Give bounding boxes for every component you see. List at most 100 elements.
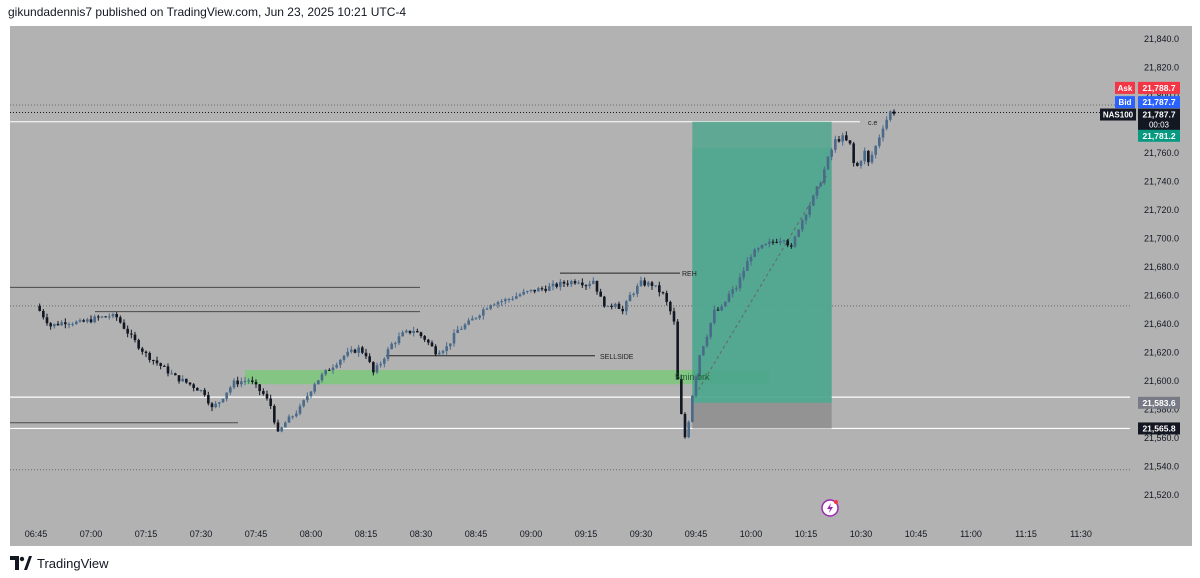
- price-axis-label: 21,680.0: [1144, 262, 1179, 272]
- candle-body: [742, 270, 745, 278]
- candle-body: [702, 346, 705, 356]
- candle-body: [192, 384, 195, 388]
- candle-body: [203, 389, 206, 396]
- last-price-value: 21,787.7: [1142, 110, 1175, 120]
- candle-body: [280, 427, 283, 432]
- last-price-tag: NAS100 21,787.700:03: [1100, 108, 1180, 131]
- price-axis-label: 21,600.0: [1144, 376, 1179, 386]
- bid-tag-bg: [1138, 96, 1180, 109]
- price-axis-label: 21,820.0: [1144, 63, 1179, 73]
- candle-body: [570, 281, 573, 285]
- candle-body: [485, 308, 489, 310]
- time-axis-label: 07:15: [135, 529, 158, 539]
- candle-body: [130, 333, 133, 335]
- position-stop-zone[interactable]: [692, 402, 832, 429]
- candle-body: [430, 342, 434, 347]
- candle-body: [240, 381, 243, 385]
- candle-body: [119, 317, 122, 323]
- price-axis-label: 21,800.0: [1144, 91, 1179, 101]
- candle-body: [705, 336, 709, 347]
- candle-body: [383, 358, 386, 364]
- candle-body: [544, 288, 547, 291]
- candle-body: [397, 336, 401, 344]
- lightning-bolt-icon[interactable]: [821, 499, 839, 517]
- candle-body: [350, 349, 353, 352]
- time-axis-label: 09:00: [520, 529, 543, 539]
- candle-body: [258, 384, 261, 392]
- candle-body: [445, 346, 448, 351]
- candle-body: [108, 316, 111, 318]
- tradingview-logo[interactable]: TradingView: [10, 554, 109, 572]
- candle-body: [698, 355, 701, 377]
- candle-body: [636, 285, 639, 294]
- candle-body: [313, 384, 316, 392]
- candle-body: [518, 294, 522, 297]
- candle-body: [408, 330, 412, 334]
- candle-body: [386, 349, 390, 359]
- candle-body: [526, 291, 529, 293]
- candle-body: [478, 315, 481, 318]
- price-chart[interactable]: REH SELLSIDE 5min brk c.e 21,840.0 21,820.0 2…: [10, 26, 1192, 546]
- candle-body: [760, 245, 764, 249]
- last-price-bg: [1138, 108, 1180, 131]
- ask-tag: Ask 21,788.7: [1115, 81, 1180, 94]
- candle-body: [808, 205, 811, 215]
- brand-name: TradingView: [37, 555, 109, 571]
- candle-body: [870, 154, 874, 163]
- candle-body: [100, 316, 104, 318]
- candle-body: [856, 162, 859, 166]
- breakout-zone[interactable]: [245, 370, 770, 385]
- tradingview-logo-icon: [10, 556, 32, 570]
- candle-body: [683, 413, 687, 438]
- candle-body: [606, 305, 610, 307]
- time-axis-label: 09:45: [685, 529, 708, 539]
- candle-body: [892, 111, 896, 114]
- candle-body: [471, 318, 474, 321]
- candle-body: [291, 416, 294, 418]
- candle-body: [738, 277, 742, 289]
- price-axis-label: 21,560.0: [1144, 433, 1179, 443]
- time-axis-label: 11:15: [1015, 529, 1037, 539]
- candle-body: [144, 351, 148, 353]
- candle-body: [460, 328, 463, 330]
- candle-body: [595, 280, 599, 292]
- candle-body: [837, 139, 841, 142]
- bar-countdown: 00:03: [1149, 121, 1170, 130]
- time-axis-label: 10:45: [905, 529, 928, 539]
- stop-price-tag: 21,565.8: [1138, 422, 1180, 435]
- candle-body: [768, 241, 771, 244]
- candle-body: [746, 261, 749, 271]
- candle-body: [441, 350, 445, 353]
- bid-tag-label-bg: [1115, 96, 1135, 109]
- candle-body: [342, 355, 346, 360]
- ask-tag-bg: [1138, 81, 1180, 94]
- candle-body: [163, 365, 166, 367]
- candle-body: [42, 310, 45, 318]
- candle-body: [302, 400, 305, 407]
- time-axis-label: 08:30: [410, 529, 433, 539]
- candle-body: [841, 135, 844, 142]
- candle-body: [221, 398, 225, 403]
- candle-body: [379, 363, 382, 366]
- chart-area[interactable]: REH SELLSIDE 5min brk c.e 21,840.0 21,820.0 2…: [10, 26, 1192, 546]
- candle-body: [713, 309, 716, 323]
- candle-body: [324, 369, 327, 375]
- candle-body: [78, 320, 82, 322]
- candle-body: [489, 305, 492, 309]
- candle-body: [676, 321, 679, 379]
- ce-label: c.e: [868, 120, 877, 127]
- candle-body: [515, 296, 518, 299]
- candle-body: [859, 161, 863, 166]
- candle-body: [452, 333, 456, 344]
- candle-body: [207, 395, 210, 404]
- time-axis-label: 11:30: [1070, 529, 1092, 539]
- time-axis-label: 07:45: [245, 529, 268, 539]
- candle-body: [64, 322, 67, 325]
- candle-body: [643, 280, 646, 286]
- candle-body: [56, 323, 60, 326]
- candle-body: [232, 380, 236, 388]
- candle-body: [551, 283, 555, 287]
- candle-body: [874, 145, 877, 155]
- time-axis-label: 09:15: [575, 529, 598, 539]
- candle-body: [687, 421, 690, 438]
